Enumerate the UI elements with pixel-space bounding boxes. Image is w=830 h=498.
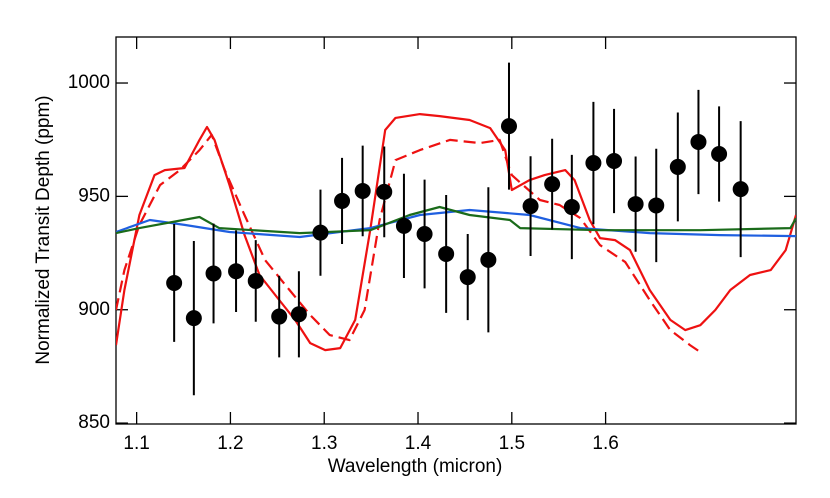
data-point xyxy=(732,181,749,198)
data-point xyxy=(500,118,517,135)
y-tick-label: 850 xyxy=(78,412,110,433)
model-line xyxy=(116,208,796,239)
data-point xyxy=(480,251,497,268)
data-point xyxy=(312,224,329,241)
data-point xyxy=(228,263,245,280)
x-tick-label: 1.5 xyxy=(499,433,525,454)
data-point xyxy=(290,306,307,323)
y-tick-label: 900 xyxy=(78,299,110,320)
data-point xyxy=(585,155,602,172)
data-point xyxy=(459,269,476,286)
data-point xyxy=(606,153,623,170)
x-tick-label: 1.4 xyxy=(405,433,432,454)
y-tick-label: 950 xyxy=(78,185,110,206)
x-tick-label: 1.2 xyxy=(217,433,243,454)
data-point xyxy=(563,199,580,216)
data-point xyxy=(205,265,222,282)
x-axis-label: Wavelength (micron) xyxy=(328,456,503,477)
data-point xyxy=(185,310,202,327)
data-point xyxy=(416,226,433,243)
y-tick-label: 1000 xyxy=(68,72,110,93)
data-point xyxy=(522,198,539,215)
data-point xyxy=(669,158,686,175)
data-point xyxy=(354,182,371,199)
data-point xyxy=(166,274,183,291)
data-point xyxy=(438,245,455,262)
x-tick-label: 1.3 xyxy=(311,433,337,454)
data-point xyxy=(334,192,351,209)
model-line xyxy=(116,113,796,352)
data-point xyxy=(247,272,264,289)
x-tick-label: 1.1 xyxy=(123,433,149,454)
data-point xyxy=(271,308,288,325)
data-point xyxy=(395,217,412,234)
y-axis-label: Normalized Transit Depth (ppm) xyxy=(33,95,54,364)
data-point xyxy=(690,133,707,150)
plot-frame xyxy=(115,36,797,425)
data-point xyxy=(376,183,393,200)
model-line xyxy=(116,133,701,354)
data-point xyxy=(627,196,644,213)
data-point xyxy=(648,197,665,214)
data-point xyxy=(544,176,561,193)
x-tick-label: 1.6 xyxy=(592,433,618,454)
model-line xyxy=(116,205,796,235)
data-point xyxy=(711,145,728,162)
